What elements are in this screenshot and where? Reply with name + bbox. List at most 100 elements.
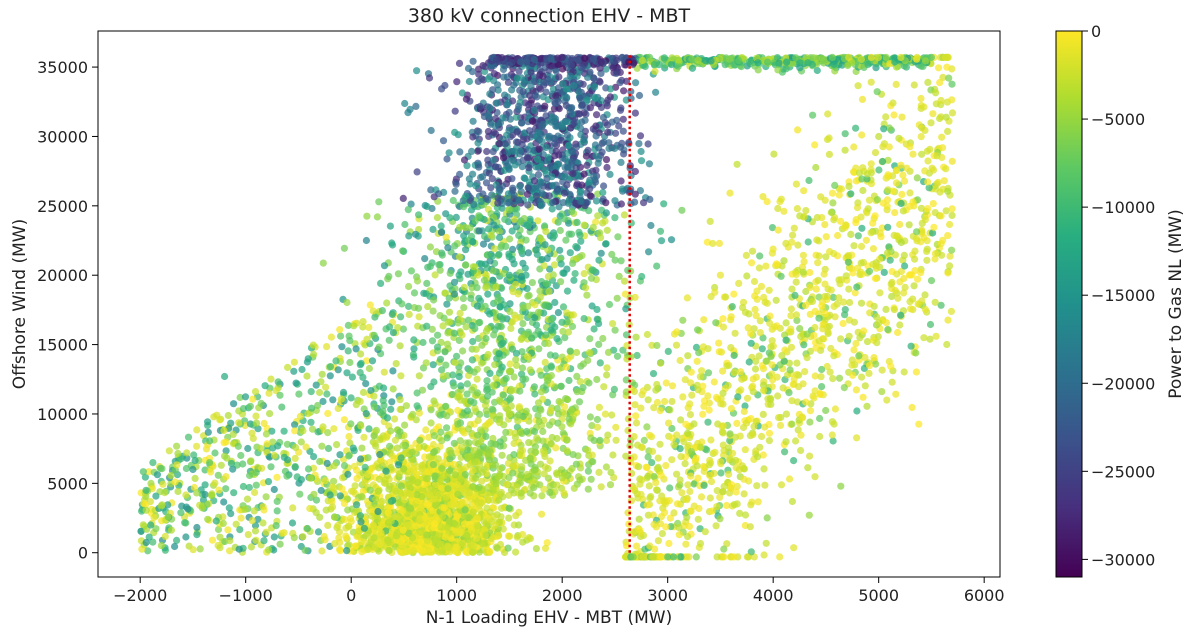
scatter-point [568, 322, 577, 331]
scatter-point [682, 540, 690, 548]
scatter-point [399, 325, 407, 333]
scatter-point [577, 237, 585, 245]
scatter-point [831, 181, 839, 189]
scatter-point [618, 53, 626, 62]
scatter-point [878, 366, 886, 374]
scatter-point [440, 504, 449, 512]
scatter-point [731, 329, 739, 337]
scatter-point [457, 475, 465, 483]
scatter-point [560, 189, 569, 197]
scatter-point [508, 97, 517, 105]
scatter-point [340, 244, 348, 252]
scatter-point [783, 58, 791, 66]
scatter-point [497, 284, 506, 292]
scatter-point [720, 451, 728, 459]
scatter-point [418, 386, 427, 394]
scatter-point [606, 85, 615, 93]
scatter-point [507, 486, 516, 494]
scatter-point [595, 155, 603, 163]
scatter-point [526, 489, 534, 497]
scatter-point [363, 212, 371, 220]
scatter-point [557, 278, 565, 286]
scatter-point [494, 532, 502, 540]
scatter-point [672, 341, 681, 349]
scatter-point [660, 54, 669, 62]
scatter-point [467, 452, 475, 460]
scatter-point [542, 88, 550, 96]
scatter-point [917, 269, 925, 277]
scatter-point [675, 523, 683, 532]
scatter-point [456, 309, 464, 317]
scatter-point [534, 308, 543, 316]
scatter-point [644, 453, 652, 461]
scatter-point [774, 204, 782, 213]
scatter-point [455, 373, 463, 381]
scatter-point [505, 198, 513, 207]
scatter-point [525, 439, 533, 447]
scatter-point [443, 155, 451, 163]
scatter-point [573, 180, 581, 188]
scatter-point [456, 148, 464, 156]
scatter-point [534, 399, 543, 407]
scatter-point [328, 503, 337, 511]
scatter-point [552, 147, 560, 155]
scatter-point [460, 283, 468, 291]
scatter-point [399, 507, 407, 515]
scatter-point [563, 447, 571, 455]
scatter-point [454, 490, 462, 498]
scatter-point [427, 406, 435, 414]
scatter-point [438, 249, 446, 257]
scatter-point [405, 302, 413, 310]
scatter-point [528, 279, 537, 287]
scatter-point [468, 147, 476, 155]
scatter-point [900, 289, 908, 297]
scatter-point [535, 136, 544, 144]
scatter-point [399, 194, 407, 202]
scatter-point [804, 59, 812, 67]
scatter-point [561, 173, 569, 181]
scatter-point [577, 124, 585, 133]
scatter-point [505, 474, 513, 482]
scatter-point [431, 400, 439, 408]
scatter-point [468, 68, 476, 76]
scatter-point [763, 58, 772, 66]
scatter-point [461, 471, 469, 479]
scatter-point [405, 310, 413, 318]
scatter-point [483, 264, 491, 272]
scatter-point [611, 214, 619, 222]
scatter-point [723, 501, 731, 510]
scatter-point [569, 170, 577, 178]
scatter-point [477, 173, 485, 182]
scatter-point [579, 384, 587, 392]
scatter-point [900, 368, 908, 376]
scatter-point [495, 233, 504, 242]
scatter-point [559, 303, 568, 311]
scatter-point [569, 451, 577, 459]
scatter-point [528, 117, 537, 125]
scatter-point [451, 107, 459, 115]
scatter-point [590, 55, 598, 63]
scatter-point [387, 427, 395, 435]
scatter-point [319, 259, 327, 267]
scatter-point [515, 67, 523, 75]
scatter-point [473, 375, 481, 383]
scatter-point [607, 468, 615, 477]
scatter-point [515, 231, 523, 239]
scatter-point [837, 335, 845, 343]
scatter-point [782, 410, 791, 418]
scatter-point [813, 66, 821, 75]
scatter-point [777, 481, 786, 489]
scatter-point [586, 192, 594, 200]
scatter-point [413, 389, 421, 397]
scatter-point [517, 471, 525, 479]
scatter-point [563, 265, 571, 273]
scatter-point [475, 294, 483, 302]
scatter-point [499, 391, 507, 399]
scatter-point [450, 290, 459, 298]
scatter-point [635, 515, 643, 523]
scatter-point [617, 257, 625, 265]
scatter-point [550, 105, 559, 113]
scatter-point [485, 103, 494, 111]
scatter-point [620, 150, 628, 158]
scatter-point [517, 489, 525, 497]
